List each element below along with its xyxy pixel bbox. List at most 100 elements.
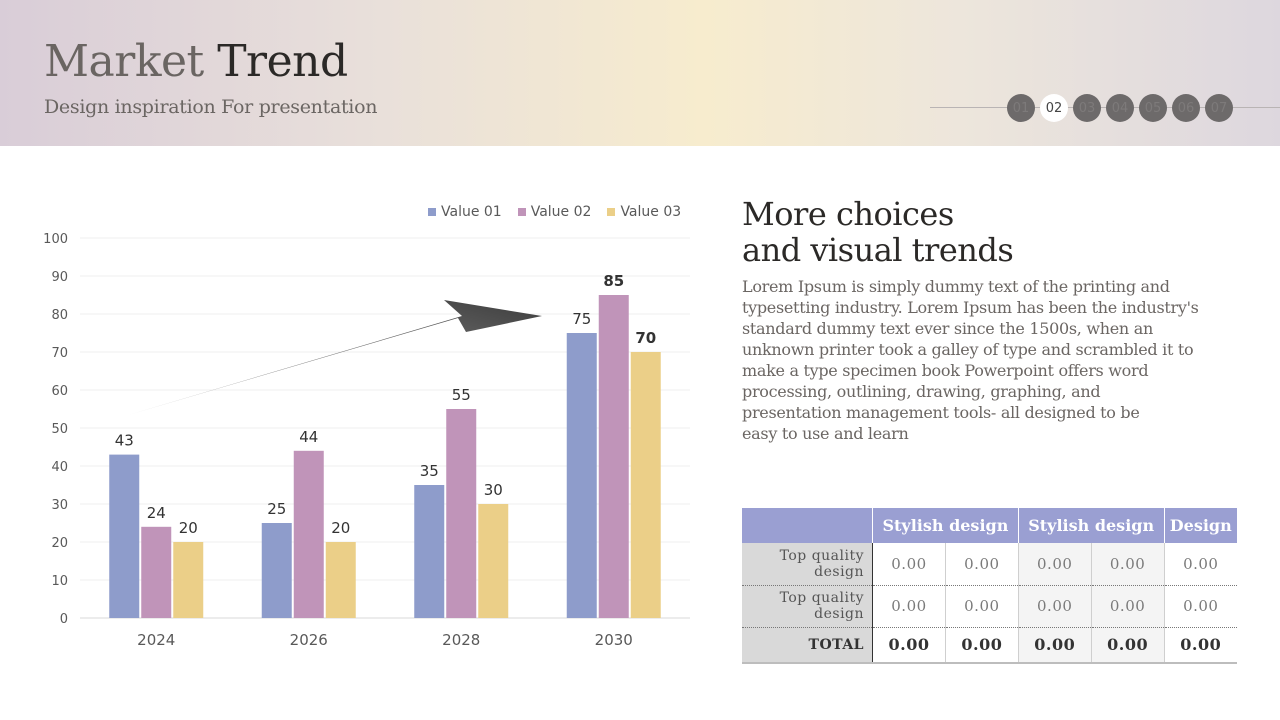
data-label: 55 [452, 386, 471, 404]
page-subtitle: Design inspiration For presentation [44, 96, 378, 118]
legend-item-value-02: Value 02 [517, 204, 592, 220]
table-cell: 0.00 [944, 585, 1019, 628]
header-banner: Market Trend Design inspiration For pres… [0, 0, 1280, 146]
x-tick-label: 2030 [595, 631, 633, 649]
chart-canvas: 0102030405060708090100432420202425442020… [43, 232, 690, 649]
table-cell: 0.00 [1163, 627, 1237, 664]
data-label: 75 [572, 310, 591, 328]
data-label: 25 [267, 500, 286, 518]
table-cell: 0.00 [872, 585, 946, 628]
y-tick-label: 80 [51, 308, 68, 323]
table-header-cell: Design [1163, 508, 1237, 543]
data-label: 20 [179, 519, 198, 537]
y-tick-label: 20 [51, 536, 68, 551]
legend-label: Value 03 [620, 204, 682, 220]
data-label: 30 [484, 481, 503, 499]
y-tick-label: 100 [43, 232, 68, 247]
table-header-empty [742, 508, 873, 543]
y-tick-label: 40 [51, 460, 68, 475]
legend-swatch-icon [517, 208, 526, 216]
bar [630, 352, 661, 618]
y-tick-label: 50 [51, 422, 68, 437]
table-row-label: Top quality design [742, 585, 873, 628]
bar [446, 409, 477, 618]
table-header-row: Stylish design Stylish design Design [742, 508, 1237, 543]
table-cell: 0.00 [1090, 543, 1165, 586]
legend-swatch-icon [607, 208, 616, 216]
y-tick-label: 10 [51, 574, 68, 589]
body-line: make a type specimen book Powerpoint off… [742, 361, 1149, 380]
table-cell: 0.00 [1017, 627, 1092, 664]
body-line: standard dummy text ever since the 1500s… [742, 319, 1153, 338]
title-light: Market [44, 36, 204, 87]
bar [414, 485, 445, 618]
body-paragraph: Lorem Ipsum is simply dummy text of the … [742, 276, 1232, 444]
bar [293, 450, 324, 618]
legend-item-value-03: Value 03 [607, 204, 681, 220]
table-cell: 0.00 [1090, 627, 1165, 664]
title-dark: Trend [217, 36, 348, 87]
data-label: 43 [115, 432, 134, 450]
table-header-cell: Stylish design [1017, 508, 1165, 543]
data-label: 35 [420, 462, 439, 480]
bar [325, 542, 356, 618]
bar [109, 454, 140, 618]
body-line: easy to use and learn [742, 424, 909, 443]
bar-chart: 0 10 20 30 40 50 60 70 80 90 100 43 24 20 2024 25 44 20 20… [0, 190, 710, 670]
table-row: Top quality design 0.00 0.00 0.00 0.00 0… [742, 543, 1237, 586]
page-title: Market Trend [44, 36, 348, 88]
page-nav-item-03[interactable]: 03 [1073, 94, 1101, 122]
legend-label: Value 01 [441, 204, 502, 220]
y-tick-label: 0 [60, 612, 68, 627]
bar [141, 526, 172, 618]
x-tick-label: 2024 [137, 631, 175, 649]
page-nav-item-07[interactable]: 07 [1205, 94, 1233, 122]
table-cell: 0.00 [944, 627, 1019, 664]
table-row-label: Top quality design [742, 543, 873, 586]
trend-arrow-icon [118, 300, 542, 418]
data-label: 44 [299, 428, 318, 446]
x-tick-label: 2026 [290, 631, 328, 649]
data-label: 70 [635, 329, 656, 347]
bar [598, 295, 629, 618]
body-line: processing, outlining, drawing, graphing… [742, 382, 1101, 401]
legend-label: Value 02 [530, 204, 592, 220]
data-table: Stylish design Stylish design Design Top… [742, 508, 1237, 664]
bar [261, 523, 292, 618]
page-nav-item-04[interactable]: 04 [1106, 94, 1134, 122]
table-header-cell: Stylish design [872, 508, 1019, 543]
page-nav-line [930, 107, 1280, 108]
page-nav-item-06[interactable]: 06 [1172, 94, 1200, 122]
page-nav-item-01[interactable]: 01 [1007, 94, 1035, 122]
body-line: presentation management tools- all desig… [742, 403, 1140, 422]
x-tick-label: 2028 [442, 631, 480, 649]
data-label: 20 [331, 519, 350, 537]
table-total-row: TOTAL 0.00 0.00 0.00 0.00 0.00 [742, 627, 1237, 664]
table-cell: 0.00 [872, 627, 946, 664]
page-nav-item-05[interactable]: 05 [1139, 94, 1167, 122]
bar [173, 542, 204, 618]
chart-legend: Value 01 Value 02 Value 03 [428, 204, 681, 220]
heading-line-2: and visual trends [742, 231, 1014, 269]
y-tick-label: 70 [51, 346, 68, 361]
table-row-label: TOTAL [742, 627, 873, 664]
table-cell: 0.00 [1090, 585, 1165, 628]
table-cell: 0.00 [1017, 585, 1092, 628]
legend-swatch-icon [428, 208, 436, 216]
body-line: unknown printer took a galley of type an… [742, 340, 1194, 359]
page-nav-item-02[interactable]: 02 [1040, 94, 1068, 122]
page-nav: 01 02 03 04 05 06 07 [1007, 94, 1233, 122]
body-line: typesetting industry. Lorem Ipsum has be… [742, 298, 1199, 317]
bar [478, 504, 509, 618]
table-cell: 0.00 [944, 543, 1019, 586]
y-tick-label: 30 [51, 498, 68, 513]
table-row: Top quality design 0.00 0.00 0.00 0.00 0… [742, 585, 1237, 628]
table-cell: 0.00 [872, 543, 946, 586]
legend-item-value-01: Value 01 [428, 204, 502, 220]
y-tick-label: 60 [51, 384, 68, 399]
table-cell: 0.00 [1017, 543, 1092, 586]
table-cell: 0.00 [1163, 585, 1237, 628]
data-label: 24 [147, 504, 166, 522]
bar [566, 333, 597, 618]
data-label: 85 [603, 272, 624, 290]
